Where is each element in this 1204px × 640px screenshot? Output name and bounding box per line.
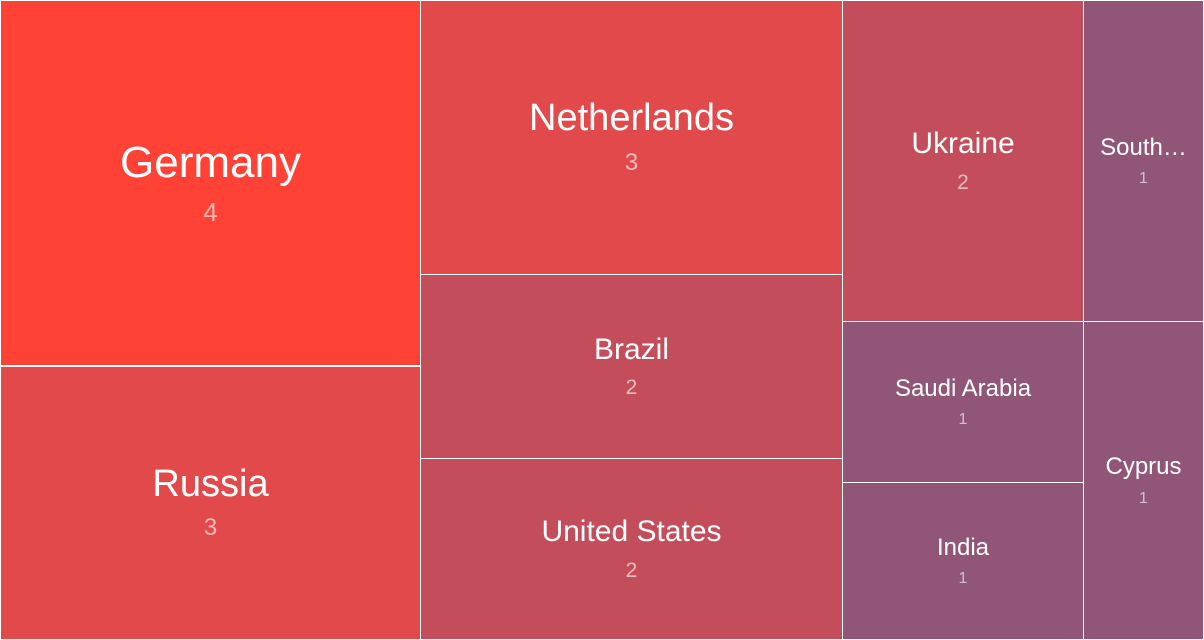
tile-netherlands[interactable]: Netherlands 3 [420,0,843,275]
tile-united-states[interactable]: United States 2 [420,458,843,640]
tile-label: India [936,533,990,561]
tile-germany[interactable]: Germany 4 [0,0,421,366]
tile-russia[interactable]: Russia 3 [0,366,421,640]
tile-label: South… [1100,133,1187,161]
tile-label: Russia [152,462,269,505]
tile-value: 4 [203,196,218,227]
tile-label: Netherlands [529,97,734,140]
tile-label: Brazil [593,332,669,366]
tile-value: 2 [957,170,969,194]
tile-value: 2 [625,376,638,400]
tile-label: Cyprus [1105,453,1182,481]
tile-label: Saudi Arabia [894,374,1032,402]
tile-saudi-arabia[interactable]: Saudi Arabia 1 [842,321,1084,483]
tile-value: 3 [203,514,218,542]
tile-label: Ukraine [911,127,1015,161]
tile-south[interactable]: South… 1 [1083,0,1204,322]
tile-value: 1 [1139,489,1148,507]
tile-value: 3 [624,148,639,176]
tile-brazil[interactable]: Brazil 2 [420,274,843,459]
tile-cyprus[interactable]: Cyprus 1 [1083,321,1204,640]
tile-india[interactable]: India 1 [842,482,1084,640]
tile-label: Germany [120,138,301,188]
tile-label: United States [541,515,722,549]
tile-value: 2 [625,558,638,582]
tile-ukraine[interactable]: Ukraine 2 [842,0,1084,322]
tile-value: 1 [958,411,968,429]
tile-value: 1 [1139,170,1148,188]
tile-value: 1 [958,570,968,588]
